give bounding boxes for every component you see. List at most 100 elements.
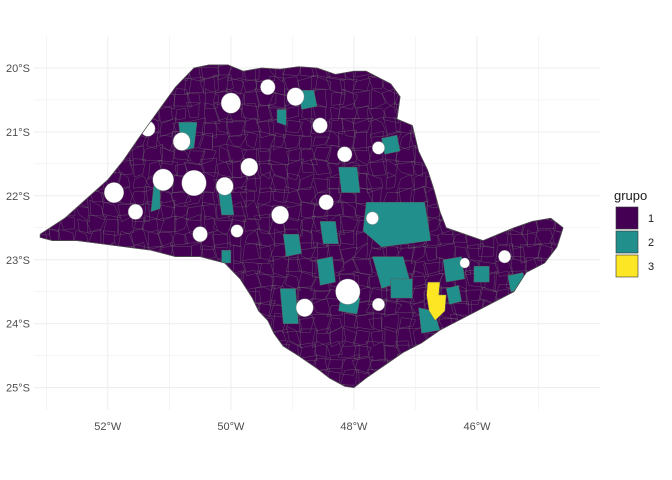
region-no-data [365, 211, 379, 225]
municipality-border [328, 326, 346, 348]
municipality-border [156, 382, 174, 388]
municipality-border [565, 399, 582, 414]
municipality-border [117, 116, 135, 137]
municipality-border [75, 332, 94, 348]
municipality-border [241, 261, 262, 276]
municipality-border [549, 258, 564, 276]
municipality-border [562, 270, 564, 293]
municipality-border [286, 119, 304, 133]
municipality-border [143, 399, 162, 418]
municipality-border [146, 64, 159, 78]
municipality-border [539, 144, 554, 162]
municipality-border [352, 118, 372, 133]
municipality-border [129, 74, 145, 96]
municipality-border [298, 118, 314, 137]
municipality-border [244, 117, 262, 133]
municipality-border [338, 103, 360, 120]
municipality-border [60, 87, 74, 107]
state-outline [39, 64, 564, 388]
legend-key-3 [615, 254, 639, 278]
municipality-border [91, 257, 108, 274]
municipality-border [422, 234, 442, 247]
municipality-border [478, 245, 495, 257]
municipality-border [184, 285, 205, 303]
municipality-border [439, 143, 459, 166]
municipality-border [147, 88, 163, 105]
municipality-border [521, 64, 538, 68]
municipality-border [353, 105, 373, 125]
municipality-border [310, 298, 332, 316]
municipality-border [118, 87, 133, 109]
municipality-border [509, 382, 526, 388]
municipality-border [466, 75, 484, 95]
municipality-border [216, 328, 231, 343]
municipality-border [409, 383, 427, 388]
municipality-border [534, 312, 556, 334]
municipality-border [508, 64, 528, 82]
municipality-border [593, 80, 610, 93]
region-no-data [498, 250, 511, 264]
municipality-border [340, 246, 358, 264]
municipality-border [408, 64, 429, 80]
municipality-border [508, 74, 524, 94]
municipality-border [213, 74, 234, 94]
municipality-border [381, 400, 397, 415]
region-grupo-2 [338, 166, 361, 193]
municipality-border [159, 117, 177, 137]
municipality-border [423, 64, 441, 66]
municipality-border [536, 369, 556, 386]
municipality-border [326, 177, 345, 190]
municipality-border [48, 146, 65, 165]
municipality-border [99, 145, 121, 165]
municipality-border [190, 271, 204, 287]
municipality-border [592, 131, 610, 150]
municipality-border [509, 148, 524, 163]
municipality-border [507, 318, 526, 333]
municipality-border [451, 64, 471, 81]
municipality-border [451, 149, 470, 167]
municipality-border [553, 329, 564, 346]
municipality-border [203, 102, 221, 124]
municipality-border [398, 317, 416, 329]
municipality-border [296, 371, 315, 388]
municipality-border [480, 186, 500, 209]
region-no-data [152, 168, 174, 191]
municipality-border [565, 285, 584, 305]
region-no-data [271, 205, 289, 225]
municipality-border [58, 312, 79, 333]
municipality-border [205, 88, 220, 109]
municipality-border [134, 217, 144, 230]
municipality-border [478, 134, 494, 148]
municipality-border [369, 158, 387, 176]
municipality-border [550, 287, 564, 303]
municipality-border [506, 51, 524, 64]
municipality-border [352, 256, 373, 276]
municipality-border [77, 274, 88, 287]
municipality-border [284, 35, 301, 54]
municipality-border [170, 64, 188, 65]
municipality-border [44, 299, 60, 316]
municipality-border [496, 355, 515, 375]
municipality-border [597, 402, 610, 412]
municipality-border [40, 286, 47, 306]
municipality-border [578, 361, 594, 370]
municipality-border [450, 203, 470, 221]
municipality-border [385, 171, 397, 190]
municipality-border [173, 88, 192, 107]
municipality-border [436, 163, 455, 180]
municipality-border [142, 79, 160, 96]
municipality-border [409, 368, 429, 388]
municipality-border [562, 314, 564, 327]
municipality-border [199, 75, 219, 94]
municipality-border [59, 135, 80, 152]
municipality-border [311, 229, 328, 248]
municipality-border [553, 216, 564, 235]
municipality-border [44, 188, 65, 206]
municipality-border [342, 200, 358, 221]
municipality-border [170, 353, 191, 375]
municipality-border [43, 354, 65, 372]
municipality-border [63, 382, 81, 388]
municipality-border [202, 328, 220, 344]
municipality-border [534, 353, 557, 376]
x-tick-label: 52°W [94, 421, 122, 433]
